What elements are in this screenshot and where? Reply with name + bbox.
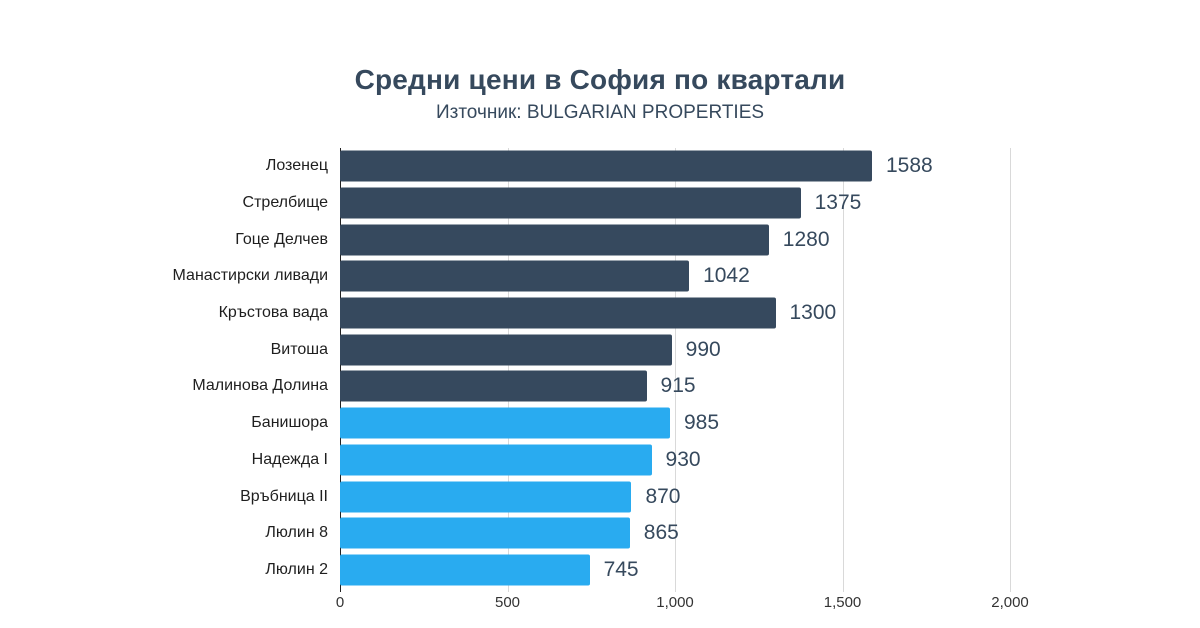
category-label: Надежда I bbox=[251, 450, 328, 468]
bar-rows: Лозенец 1588 Стрелбище 1375 Гоце Делчев 1280 М… bbox=[0, 148, 1200, 588]
value-label: 990 bbox=[685, 337, 721, 361]
value-label: 930 bbox=[665, 447, 701, 471]
bar bbox=[340, 187, 801, 219]
bar-row: Връбница II 870 bbox=[0, 478, 1200, 515]
category-label: Гоце Делчев bbox=[235, 230, 328, 248]
bar-row: Гоце Делчев 1280 bbox=[0, 221, 1200, 258]
x-tick-label: 2,000 bbox=[991, 594, 1029, 611]
bar bbox=[340, 444, 652, 476]
plot-cell: 1588 bbox=[340, 148, 1010, 185]
category-label: Стрелбище bbox=[242, 194, 328, 212]
value-label: 1042 bbox=[703, 264, 750, 288]
gridline-1000 bbox=[675, 148, 676, 592]
bar bbox=[340, 334, 672, 366]
category-label: Люлин 8 bbox=[265, 524, 328, 542]
x-tick-label: 500 bbox=[494, 594, 521, 611]
bar-row: Манастирски ливади 1042 bbox=[0, 258, 1200, 295]
value-label: 915 bbox=[660, 374, 696, 398]
bar-row: Банишора 985 bbox=[0, 405, 1200, 442]
bar-row: Лозенец 1588 bbox=[0, 148, 1200, 185]
category-label: Кръстова вада bbox=[218, 304, 328, 322]
category-label: Витоша bbox=[270, 340, 328, 358]
bar bbox=[340, 370, 647, 402]
category-label: Лозенец bbox=[265, 157, 328, 175]
category-label: Люлин 2 bbox=[265, 560, 328, 578]
bar-row: Надежда I 930 bbox=[0, 442, 1200, 479]
category-label: Банишора bbox=[251, 414, 328, 432]
chart-subtitle: Източник: BULGARIAN PROPERTIES bbox=[435, 102, 765, 123]
value-label: 1300 bbox=[789, 301, 837, 325]
bar bbox=[340, 297, 776, 329]
bar-row: Витоша 990 bbox=[0, 331, 1200, 368]
bar bbox=[340, 224, 769, 256]
plot-cell: 870 bbox=[340, 478, 1010, 515]
bar bbox=[340, 517, 630, 549]
x-tick-label: 1,500 bbox=[823, 594, 862, 611]
value-label: 870 bbox=[645, 484, 681, 508]
plot-cell: 990 bbox=[340, 331, 1010, 368]
plot-cell: 915 bbox=[340, 368, 1010, 405]
gridline-500 bbox=[507, 148, 509, 592]
bar-row: Люлин 2 745 bbox=[0, 552, 1200, 589]
bar-row: Кръстова вада 1300 bbox=[0, 295, 1200, 332]
category-label: Малинова Долина bbox=[192, 377, 328, 395]
bar-row: Стрелбище 1375 bbox=[0, 185, 1200, 222]
plot-cell: 985 bbox=[340, 405, 1010, 442]
plot-cell: 1042 bbox=[340, 258, 1010, 295]
bar bbox=[340, 150, 872, 182]
value-label: 985 bbox=[683, 411, 720, 435]
bar-row: Малинова Долина 915 bbox=[0, 368, 1200, 405]
value-label: 865 bbox=[643, 521, 679, 545]
category-label: Връбница II bbox=[240, 487, 328, 505]
y-axis-line bbox=[340, 148, 341, 592]
plot-cell: 1300 bbox=[340, 295, 1010, 332]
bar-row: Люлин 8 865 bbox=[0, 515, 1200, 552]
bar bbox=[340, 260, 690, 292]
x-tick-label: 0 bbox=[335, 594, 345, 611]
category-label: Манастирски ливади bbox=[172, 267, 328, 285]
value-label: 1588 bbox=[885, 154, 933, 178]
x-axis-tick-labels: 0 500 1,000 1,500 2,000 bbox=[336, 592, 1029, 616]
gridline-1500 bbox=[842, 148, 844, 592]
value-label: 745 bbox=[603, 557, 639, 581]
chart-title: Средни цени в София по квартали bbox=[354, 64, 846, 95]
plot-cell: 930 bbox=[340, 442, 1010, 479]
plot-cell: 745 bbox=[340, 552, 1010, 589]
bar bbox=[340, 481, 632, 513]
plot-cell: 1280 bbox=[340, 221, 1010, 258]
x-tick-label: 1,000 bbox=[656, 594, 694, 611]
plot-cell: 865 bbox=[340, 515, 1010, 552]
value-label: 1280 bbox=[782, 227, 830, 251]
bar bbox=[340, 407, 670, 439]
bar bbox=[340, 554, 590, 586]
plot-gridlines bbox=[340, 148, 1011, 592]
value-label: 1375 bbox=[814, 191, 862, 215]
plot-cell: 1375 bbox=[340, 185, 1010, 222]
gridline-2000 bbox=[1010, 148, 1011, 592]
